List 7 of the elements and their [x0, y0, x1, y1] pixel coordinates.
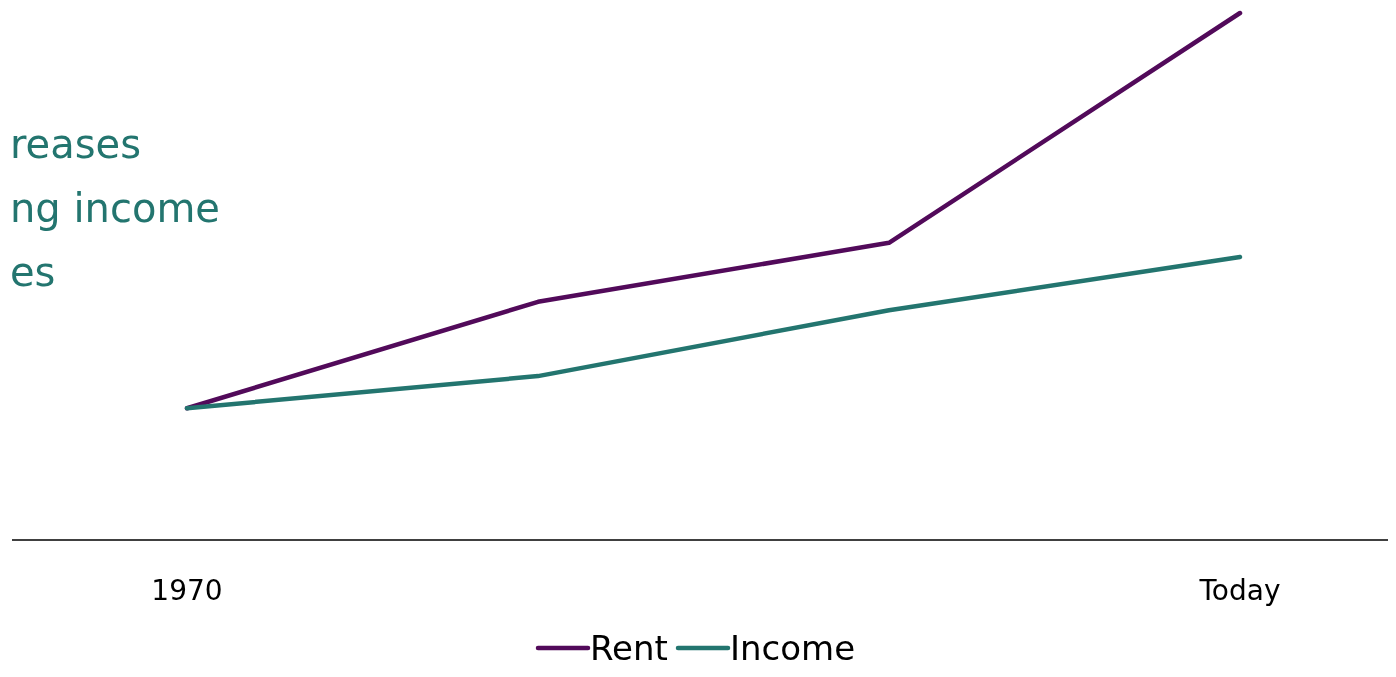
x-tick-label: Today [1198, 574, 1281, 607]
annotation: ng income [10, 185, 220, 231]
annotation: reases [10, 121, 141, 167]
x-tick-label: 1970 [151, 574, 223, 607]
legend-label: Income [730, 628, 856, 668]
annotation: es [10, 249, 56, 295]
legend-label: Rent [590, 628, 668, 668]
